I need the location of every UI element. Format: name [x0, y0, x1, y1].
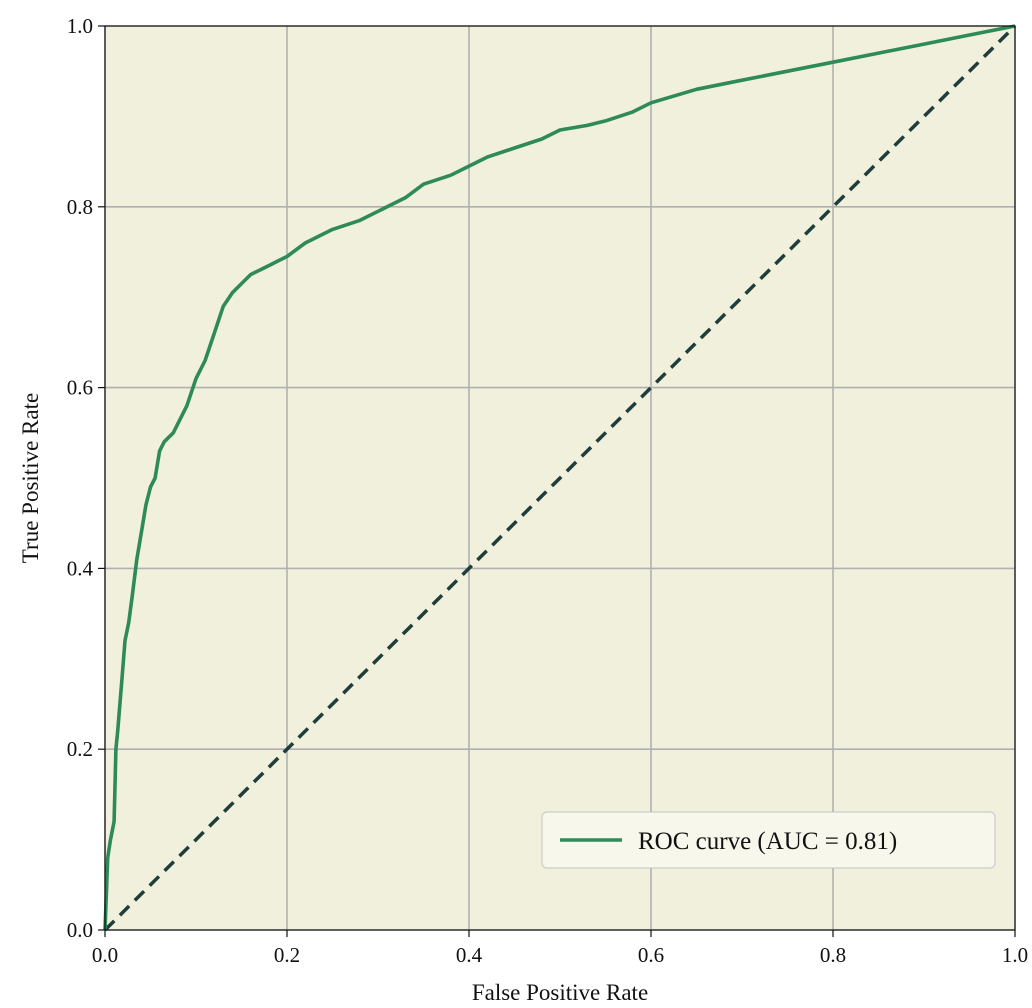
legend-box — [541, 811, 996, 869]
roc-curve-line — [103, 24, 1016, 931]
y-tick-label: 0.8 — [67, 195, 93, 219]
x-tick-label: 1.0 — [1002, 943, 1028, 967]
x-tick-label: 0.8 — [820, 943, 846, 967]
y-tick-label: 0.4 — [67, 556, 94, 580]
x-axis-ticks: 0.0 0.2 0.4 0.6 0.8 1.0 — [92, 930, 1028, 967]
y-tick-label: 1.0 — [67, 14, 93, 38]
y-axis-ticks: 0.0 0.2 0.4 0.6 0.8 1.0 — [67, 14, 105, 942]
x-tick-label: 0.2 — [274, 943, 300, 967]
y-tick-label: 0.0 — [67, 918, 93, 942]
legend: ROC curve (AUC = 0.81) — [541, 811, 996, 869]
x-tick-label: 0.0 — [92, 943, 118, 967]
y-axis-label: True Positive Rate — [18, 393, 43, 563]
y-tick-label: 0.6 — [67, 376, 93, 400]
x-axis-label: False Positive Rate — [472, 980, 648, 1005]
chance-diagonal-line — [103, 24, 1017, 932]
series-layer — [103, 24, 1017, 932]
legend-label-roc: ROC curve (AUC = 0.81) — [638, 828, 897, 855]
x-tick-label: 0.4 — [456, 943, 483, 967]
y-tick-label: 0.2 — [67, 737, 93, 761]
x-tick-label: 0.6 — [638, 943, 664, 967]
grid-lines — [104, 25, 1016, 931]
plot-frame — [104, 25, 1016, 931]
